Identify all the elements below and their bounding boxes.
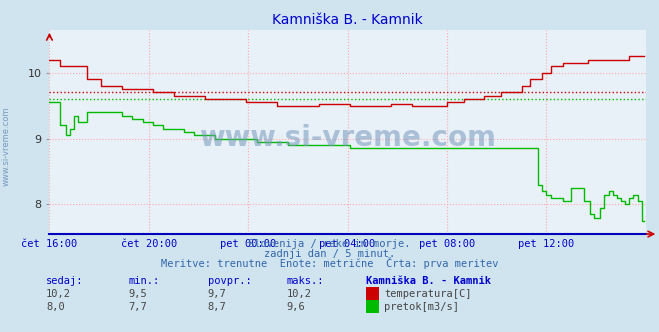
Text: Meritve: trenutne  Enote: metrične  Črta: prva meritev: Meritve: trenutne Enote: metrične Črta: … — [161, 257, 498, 269]
Text: 8,7: 8,7 — [208, 302, 226, 312]
Text: Slovenija / reke in morje.: Slovenija / reke in morje. — [248, 239, 411, 249]
Text: 7,7: 7,7 — [129, 302, 147, 312]
Text: www.si-vreme.com: www.si-vreme.com — [2, 106, 11, 186]
Text: 10,2: 10,2 — [287, 289, 312, 299]
Text: 10,2: 10,2 — [46, 289, 71, 299]
Text: maks.:: maks.: — [287, 276, 324, 286]
Text: www.si-vreme.com: www.si-vreme.com — [199, 124, 496, 152]
Text: 9,7: 9,7 — [208, 289, 226, 299]
Text: zadnji dan / 5 minut.: zadnji dan / 5 minut. — [264, 249, 395, 259]
Text: temperatura[C]: temperatura[C] — [384, 289, 472, 299]
Text: 8,0: 8,0 — [46, 302, 65, 312]
Text: min.:: min.: — [129, 276, 159, 286]
Text: povpr.:: povpr.: — [208, 276, 251, 286]
Title: Kamniška B. - Kamnik: Kamniška B. - Kamnik — [272, 13, 423, 27]
Text: Kamniška B. - Kamnik: Kamniška B. - Kamnik — [366, 276, 491, 286]
Text: pretok[m3/s]: pretok[m3/s] — [384, 302, 459, 312]
Text: sedaj:: sedaj: — [46, 276, 84, 286]
Text: 9,5: 9,5 — [129, 289, 147, 299]
Text: 9,6: 9,6 — [287, 302, 305, 312]
